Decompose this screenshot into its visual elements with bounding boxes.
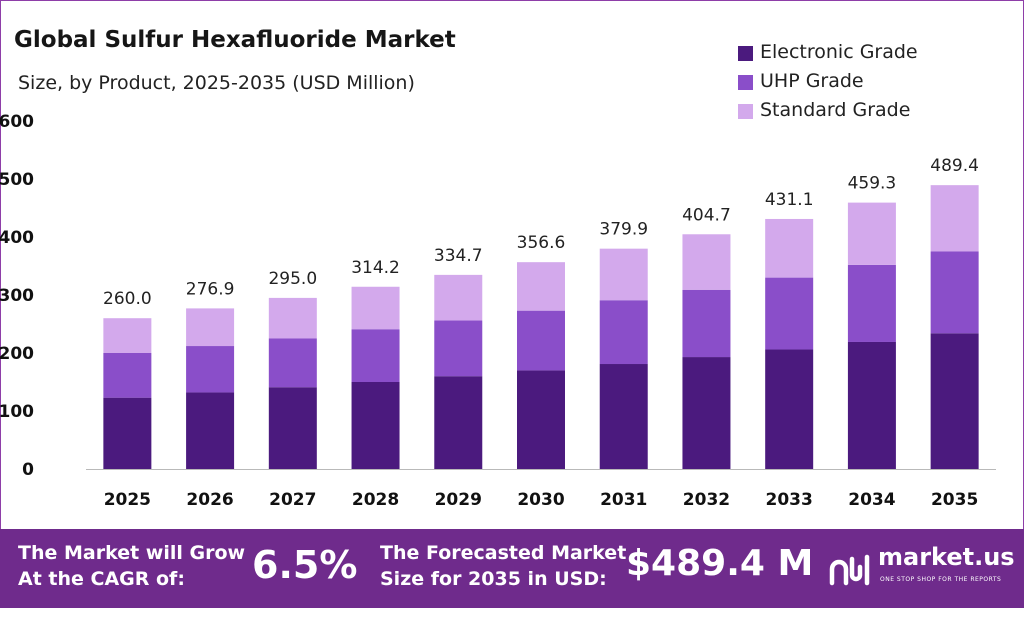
- y-tick-label-200: 200: [0, 344, 34, 364]
- total-label-2033: 431.1: [765, 190, 814, 210]
- legend-item-standard-grade: Standard Grade: [738, 98, 978, 127]
- legend-item-electronic-grade: Electronic Grade: [738, 40, 978, 69]
- total-label-2026: 276.9: [186, 279, 235, 299]
- forecast-value: $489.4 M: [626, 543, 814, 584]
- bar-segment-2030-standard-grade: [517, 262, 565, 311]
- market-us-logo-icon: [829, 554, 870, 586]
- x-tick-label-2027: 2027: [269, 490, 316, 510]
- bar-segment-2029-standard-grade: [434, 274, 483, 321]
- bar-segment-2028-electronic-grade: [351, 382, 400, 469]
- bar-segment-2035-electronic-grade: [930, 333, 979, 469]
- bar-segment-2034-electronic-grade: [847, 341, 896, 469]
- total-label-2030: 356.6: [517, 233, 566, 253]
- bar-segment-2032-electronic-grade: [682, 357, 731, 469]
- bar-segment-2034-standard-grade: [847, 202, 896, 265]
- forecast-label-line2: Size for 2035 in USD:: [380, 568, 607, 590]
- chart-title: Global Sulfur Hexafluoride Market: [14, 27, 456, 53]
- x-tick-label-2032: 2032: [683, 490, 730, 510]
- cagr-label-line2: At the CAGR of:: [18, 568, 185, 590]
- total-label-2035: 489.4: [930, 156, 979, 176]
- legend-item-uhp-grade: UHP Grade: [738, 69, 978, 98]
- chart-subtitle: Size, by Product, 2025-2035 (USD Million…: [18, 72, 415, 94]
- bar-segment-2028-uhp-grade: [351, 329, 400, 382]
- cagr-label-line1: The Market will Grow: [18, 542, 246, 564]
- x-tick-label-2034: 2034: [848, 490, 895, 510]
- bar-segment-2031-standard-grade: [599, 248, 648, 301]
- footer-banner: The Market will Grow At the CAGR of: 6.5…: [0, 529, 1024, 608]
- bar-segment-2033-electronic-grade: [765, 349, 814, 469]
- x-tick-label-2028: 2028: [352, 490, 399, 510]
- total-label-2032: 404.7: [682, 205, 731, 225]
- legend-swatch-electronic-grade: [738, 46, 753, 61]
- total-label-2027: 295.0: [268, 269, 317, 289]
- bar-segment-2028-standard-grade: [351, 286, 400, 330]
- bar-segment-2033-uhp-grade: [765, 277, 814, 350]
- bar-segment-2034-uhp-grade: [847, 264, 896, 342]
- y-tick-label-300: 300: [0, 286, 34, 306]
- bar-segment-2035-standard-grade: [930, 185, 979, 252]
- brand-name: market.us: [878, 543, 1015, 571]
- bar-segment-2029-electronic-grade: [434, 376, 483, 469]
- bar-segment-2027-uhp-grade: [268, 338, 317, 388]
- total-label-2031: 379.9: [599, 220, 648, 240]
- legend-label-uhp-grade: UHP Grade: [760, 70, 864, 92]
- legend: Electronic Grade UHP Grade Standard Grad…: [738, 40, 978, 127]
- brand-tagline: ONE STOP SHOP FOR THE REPORTS: [880, 576, 1002, 583]
- x-tick-label-2031: 2031: [600, 490, 647, 510]
- legend-label-standard-grade: Standard Grade: [760, 99, 911, 121]
- legend-swatch-standard-grade: [738, 104, 753, 119]
- bar-segment-2031-uhp-grade: [599, 300, 648, 365]
- y-tick-label-0: 0: [22, 460, 34, 480]
- bar-segment-2030-uhp-grade: [517, 310, 565, 371]
- total-label-2028: 314.2: [351, 258, 400, 278]
- bar-segment-2027-electronic-grade: [268, 387, 317, 469]
- bar-segment-2033-standard-grade: [765, 218, 814, 278]
- x-tick-label-2026: 2026: [186, 490, 233, 510]
- y-tick-label-400: 400: [0, 228, 34, 248]
- x-tick-label-2025: 2025: [104, 490, 151, 510]
- total-label-2025: 260.0: [103, 289, 152, 309]
- x-tick-label-2030: 2030: [517, 490, 564, 510]
- bar-segment-2027-standard-grade: [268, 297, 317, 339]
- y-tick-label-500: 500: [0, 170, 34, 190]
- cagr-value: 6.5%: [252, 543, 358, 587]
- bar-segment-2026-standard-grade: [186, 308, 235, 347]
- bar-segment-2026-electronic-grade: [186, 392, 235, 469]
- bar-segment-2030-electronic-grade: [517, 370, 565, 469]
- bar-segment-2031-electronic-grade: [599, 364, 648, 469]
- bar-segment-2035-uhp-grade: [930, 251, 979, 334]
- bar-segment-2032-uhp-grade: [682, 289, 731, 358]
- bar-segment-2026-uhp-grade: [186, 346, 235, 393]
- x-tick-label-2029: 2029: [435, 490, 482, 510]
- total-label-2034: 459.3: [848, 174, 897, 194]
- bar-segment-2025-standard-grade: [103, 318, 152, 353]
- bar-segment-2025-electronic-grade: [103, 397, 152, 469]
- x-tick-label-2033: 2033: [766, 490, 813, 510]
- chart-plot: 0 100 200 300 400 500 600 260.0 2025 276.9 2026 295…: [0, 112, 996, 510]
- bar-segment-2025-uhp-grade: [103, 353, 152, 398]
- legend-label-electronic-grade: Electronic Grade: [760, 41, 918, 63]
- total-label-2029: 334.7: [434, 246, 483, 266]
- x-tick-label-2035: 2035: [931, 490, 978, 510]
- bar-segment-2032-standard-grade: [682, 234, 731, 290]
- legend-swatch-uhp-grade: [738, 75, 753, 90]
- forecast-label-line1: The Forecasted Market: [380, 542, 627, 564]
- y-tick-label-600: 600: [0, 112, 34, 132]
- bar-segment-2029-uhp-grade: [434, 320, 483, 377]
- y-tick-label-100: 100: [0, 402, 34, 422]
